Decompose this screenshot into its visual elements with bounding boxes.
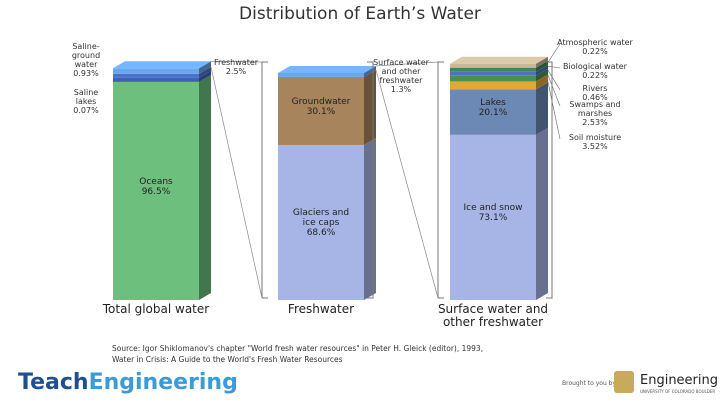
segment-name: Surface water and other freshwater [373, 58, 429, 85]
bar-top [450, 56, 548, 64]
segment-value: 0.07% [73, 106, 99, 115]
segment-label: Biological water 0.22% [554, 62, 636, 80]
connector [375, 69, 439, 299]
segment-label: Saline-ground water 0.93% [63, 42, 109, 78]
segment-label: Glaciers and ice caps 68.6% [288, 208, 354, 238]
bar-name: Total global water [102, 302, 210, 316]
segment-value: 96.5% [141, 186, 171, 197]
connector [375, 61, 439, 67]
segment-name: Lakes [480, 98, 506, 109]
segment-name: Swamps and marshes [569, 100, 621, 118]
segment-name: Biological water [563, 62, 627, 71]
segment-label: Soil moisture 3.52% [554, 133, 636, 151]
bar-side [199, 66, 211, 78]
bar-side [199, 70, 211, 82]
bar-side [199, 61, 211, 74]
bar-segment [450, 89, 536, 135]
leader-line [547, 43, 561, 63]
partner-icon [614, 371, 634, 393]
segment-value: 0.93% [73, 69, 99, 78]
segment-value: 0.22% [582, 71, 608, 80]
segment-value: 1.3% [390, 85, 412, 94]
segment-value: 73.1% [478, 213, 508, 224]
bar-segment [113, 81, 199, 300]
segment-label: Freshwater 2.5% [203, 58, 269, 76]
segment-value: 3.52% [582, 142, 608, 151]
partner: Engineering [640, 373, 718, 388]
bar-side [536, 127, 548, 300]
bar-name: Surface water and other freshwater [437, 302, 549, 329]
bar-segment [450, 134, 536, 300]
leader-line [547, 81, 561, 140]
leader-line [547, 70, 561, 91]
bar-side [364, 137, 376, 300]
segment-label: Groundwater 30.1% [288, 97, 354, 117]
segment-name: Oceans [139, 176, 173, 187]
segment-value: 30.1% [306, 106, 336, 117]
bar-top [113, 61, 211, 69]
segment-value: 2.5% [225, 67, 247, 76]
source: Source: Igor Shiklomanov's chapter "Worl… [112, 344, 484, 364]
leader-line [547, 65, 561, 69]
segment-value: 20.1% [478, 108, 508, 119]
partner-sub: UNIVERSITY OF COLORADO BOULDER [640, 389, 716, 394]
bracket [437, 61, 553, 299]
segment-label: Rivers 0.46% [554, 84, 636, 102]
bar-side [536, 74, 548, 90]
bar-segment [278, 76, 364, 145]
bar-name: Freshwater [287, 302, 355, 316]
brought: Brought to you by [562, 380, 617, 387]
segment-label: Atmospheric water 0.22% [554, 38, 636, 56]
segment-name: Freshwater [213, 58, 259, 67]
segment-value: 0.22% [582, 47, 608, 56]
bar-side [199, 74, 211, 300]
segment-name: Glaciers and ice caps [292, 208, 350, 229]
chart-title: Distribution of Earth’s Water [239, 4, 481, 24]
segment-name: Saline-ground water [71, 42, 101, 69]
bar-segment [450, 81, 536, 90]
segment-label: Saline lakes 0.07% [63, 88, 109, 115]
bracket [261, 61, 374, 299]
bar-top [278, 65, 376, 73]
segment-name: Soil moisture [568, 133, 622, 142]
bar-side [536, 56, 548, 68]
segment-name: Saline lakes [73, 88, 99, 106]
leader-line [547, 74, 561, 107]
bar-segment [450, 63, 536, 68]
bar-side [536, 60, 548, 72]
segment-name: Groundwater [291, 96, 351, 107]
logo-right: Engineering [88, 370, 238, 395]
segment-label: Lakes 20.1% [460, 98, 526, 118]
bar-segment [113, 73, 199, 78]
bar-segment [450, 71, 536, 76]
logo-left: Teach [18, 370, 89, 395]
segment-name: Rivers [582, 84, 608, 93]
segment-label: Swamps and marshes 2.53% [554, 100, 636, 127]
bar-segment [450, 75, 536, 82]
segment-name: Ice and snow [463, 203, 523, 214]
bar-segment [278, 72, 364, 77]
bar-segment [278, 144, 364, 300]
connector [210, 60, 263, 63]
segment-value: 2.53% [582, 118, 608, 127]
segment-value: 68.6% [306, 228, 336, 239]
bar-side [536, 64, 548, 76]
segment-label: Surface water and other freshwater 1.3% [368, 58, 434, 94]
segment-value: 0.46% [582, 93, 608, 102]
bar-side [536, 82, 548, 135]
bar-segment [113, 77, 199, 82]
segment-label: Ice and snow 73.1% [460, 203, 526, 223]
bar-segment [450, 67, 536, 72]
segment-name: Atmospheric water [557, 38, 633, 47]
bar-side [536, 68, 548, 82]
segment-label: Oceans 96.5% [123, 177, 189, 197]
logo: TeachEngineering [18, 370, 238, 395]
connector [210, 66, 263, 299]
bar-segment [113, 68, 199, 74]
